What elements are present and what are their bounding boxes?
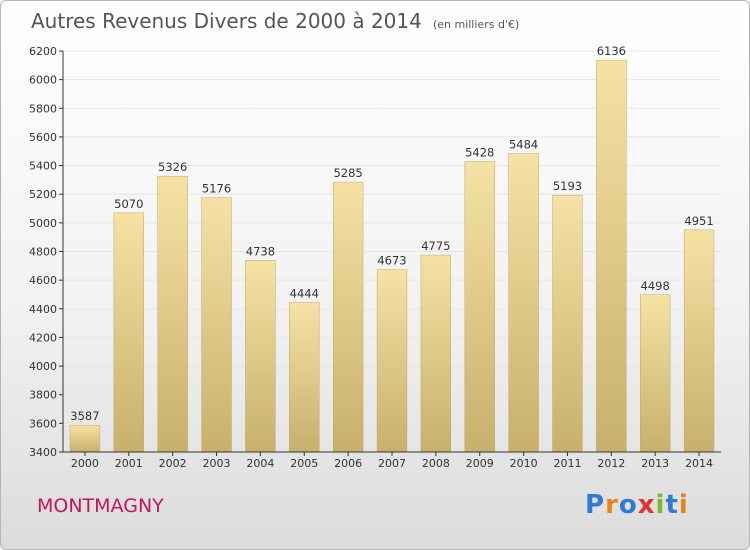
data-label: 4673 xyxy=(377,254,406,268)
logo-letter: t xyxy=(665,490,679,520)
y-tick-label: 3800 xyxy=(29,389,57,402)
data-label: 4498 xyxy=(641,279,670,293)
x-tick-label: 2009 xyxy=(466,457,494,470)
bar xyxy=(376,269,408,453)
bar xyxy=(201,197,232,453)
chart-title: Autres Revenus Divers de 2000 à 2014 xyxy=(31,9,422,33)
labels: 3587 5070 5326 5176 4738 4444 5285 4673 4775 5428… xyxy=(70,44,713,423)
x-tick-label: 2010 xyxy=(510,457,538,470)
bar xyxy=(289,302,320,453)
y-tick-label: 4800 xyxy=(29,246,57,259)
y-tick-label: 4400 xyxy=(29,303,57,316)
data-label: 5428 xyxy=(465,146,494,160)
x-tick-label: 2002 xyxy=(159,457,187,470)
x-tick-label: 2008 xyxy=(422,457,450,470)
chart-subtitle: (en milliers d'€) xyxy=(432,18,520,31)
bar xyxy=(420,254,452,453)
y-tick-label: 6000 xyxy=(29,74,57,87)
bar xyxy=(245,260,276,453)
logo-letter: P xyxy=(585,490,606,520)
y-tick-label: 6200 xyxy=(29,45,57,58)
bar xyxy=(596,59,627,453)
logo-letter: o xyxy=(618,490,638,520)
y-tick-label: 5200 xyxy=(29,188,57,201)
y-tick-label: 3400 xyxy=(29,446,57,459)
x-tick-label: 2003 xyxy=(203,457,231,470)
logo-letter: r xyxy=(605,490,619,520)
bar xyxy=(552,194,583,453)
y-tick-label: 4600 xyxy=(29,274,57,287)
x-tick-label: 2007 xyxy=(378,457,406,470)
data-label: 5193 xyxy=(553,179,582,193)
data-label: 4951 xyxy=(684,214,713,228)
data-label: 4444 xyxy=(290,286,319,300)
data-label: 3587 xyxy=(70,409,99,423)
y-tick-label: 5800 xyxy=(29,102,57,115)
y-tick-label: 5600 xyxy=(29,131,57,144)
data-label: 5484 xyxy=(509,138,538,152)
x-tick-label: 2012 xyxy=(597,457,625,470)
x-tick-label: 2001 xyxy=(115,457,143,470)
bar xyxy=(113,212,144,453)
bar xyxy=(683,229,715,453)
data-label: 5285 xyxy=(333,166,362,180)
y-tick-label: 5000 xyxy=(29,217,57,230)
x-tick-label: 2013 xyxy=(641,457,669,470)
data-label: 5176 xyxy=(202,182,231,196)
bars xyxy=(69,59,715,453)
logo-letter: i xyxy=(678,490,689,520)
y-tick-label: 5400 xyxy=(29,160,57,173)
y-tick-label: 3600 xyxy=(29,417,57,430)
axes: 3400 3600 3800 4000 4200 4400 4600 4800 5000 5200… xyxy=(29,45,721,470)
data-label: 5070 xyxy=(114,197,143,211)
logo-letter: i xyxy=(655,490,666,520)
y-tick-label: 4000 xyxy=(29,360,57,373)
title-row: Autres Revenus Divers de 2000 à 2014 (en… xyxy=(31,9,519,33)
x-tick-label: 2011 xyxy=(553,457,581,470)
data-label: 4738 xyxy=(246,244,275,258)
bar xyxy=(157,175,188,453)
x-tick-label: 2000 xyxy=(71,457,99,470)
x-tick-label: 2004 xyxy=(246,457,274,470)
x-tick-label: 2005 xyxy=(290,457,318,470)
data-label: 4775 xyxy=(421,239,450,253)
bar xyxy=(69,424,101,453)
y-tick-label: 4200 xyxy=(29,331,57,344)
x-tick-label: 2006 xyxy=(334,457,362,470)
data-label: 6136 xyxy=(597,44,626,58)
data-label: 5326 xyxy=(158,160,187,174)
commune-name: MONTMAGNY xyxy=(37,495,164,517)
bar xyxy=(640,294,671,453)
bar xyxy=(508,153,539,453)
proxiti-logo: Proxiti xyxy=(585,490,689,520)
bar xyxy=(332,181,364,453)
x-tick-label: 2014 xyxy=(685,457,713,470)
logo-letter: x xyxy=(637,490,656,520)
bar xyxy=(464,161,495,453)
